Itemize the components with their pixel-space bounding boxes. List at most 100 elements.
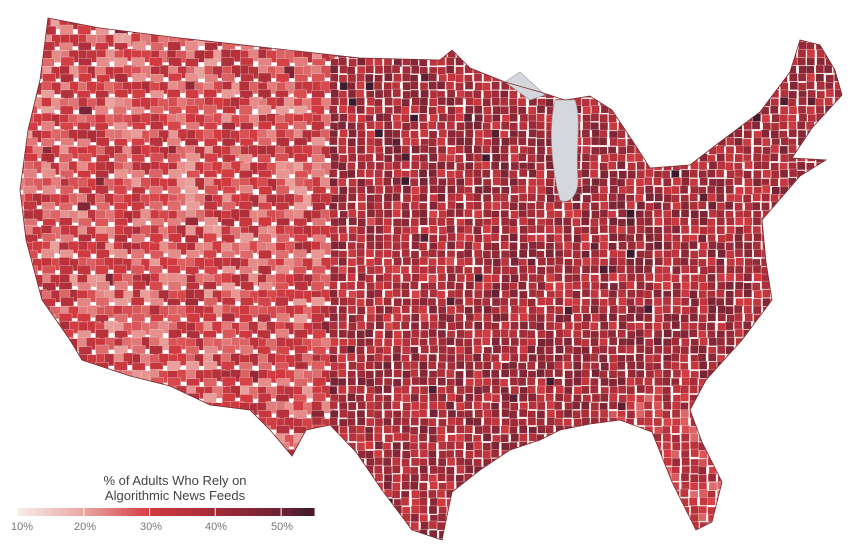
county-cell — [374, 289, 383, 298]
county-cell — [490, 233, 500, 242]
county-cell — [627, 361, 636, 370]
county-cell — [113, 18, 127, 23]
county-cell — [780, 466, 790, 476]
county-cell — [744, 369, 753, 378]
county-cell — [761, 442, 771, 452]
county-cell — [761, 433, 770, 442]
county-cell — [509, 464, 519, 474]
county-cell — [707, 73, 716, 82]
county-cell — [446, 57, 455, 66]
county-cell — [663, 186, 672, 195]
county-cell — [499, 378, 509, 388]
county-cell — [733, 112, 743, 122]
county-cell — [429, 409, 438, 418]
county-cell — [473, 176, 483, 186]
county-cell — [825, 74, 834, 83]
county-cell — [779, 178, 789, 187]
county-cell — [366, 401, 375, 411]
county-cell — [716, 26, 725, 35]
county-cell — [402, 370, 411, 379]
county-cell — [419, 361, 428, 370]
county-cell — [86, 369, 101, 382]
county-cell — [492, 201, 501, 211]
county-cell — [356, 338, 366, 347]
county-cell — [834, 18, 842, 27]
county-cell — [23, 465, 37, 478]
county-cell — [500, 193, 509, 202]
county-cell — [671, 169, 680, 179]
county-cell — [734, 394, 744, 403]
county-cell — [348, 464, 357, 474]
county-cell — [383, 465, 393, 475]
county-cell — [618, 114, 628, 123]
county-cell — [716, 98, 725, 107]
county-cell — [806, 217, 816, 226]
county-cell — [600, 426, 609, 435]
county-cell — [680, 49, 689, 58]
county-cell — [581, 161, 591, 170]
county-cell — [384, 265, 394, 274]
county-cell — [598, 305, 608, 315]
county-cell — [392, 378, 402, 388]
county-cell — [20, 321, 29, 334]
county-cell — [231, 434, 246, 447]
county-cell — [400, 129, 410, 139]
county-cell — [537, 297, 546, 306]
county-cell — [833, 434, 842, 443]
county-cell — [716, 409, 725, 419]
county-cell — [194, 401, 208, 414]
county-cell — [221, 25, 235, 38]
county-cell — [815, 250, 825, 259]
county-cell — [823, 474, 833, 484]
county-cell — [527, 25, 536, 34]
county-cell — [330, 256, 339, 266]
county-cell — [158, 418, 172, 431]
county-cell — [645, 33, 654, 42]
county-cell — [500, 162, 510, 171]
county-cell — [293, 466, 308, 479]
county-cell — [617, 250, 626, 259]
county-cell — [366, 130, 375, 139]
county-cell — [501, 225, 511, 235]
county-cell — [537, 50, 546, 60]
county-cell — [743, 58, 752, 67]
county-cell — [824, 330, 833, 339]
county-cell — [23, 329, 38, 342]
county-cell — [807, 89, 816, 99]
county-cell — [528, 401, 537, 410]
county-cell — [724, 33, 734, 43]
county-cell — [113, 433, 127, 447]
county-cell — [204, 458, 218, 471]
county-cell — [626, 472, 635, 482]
county-cell — [537, 266, 546, 275]
county-cell — [482, 122, 491, 131]
county-cell — [410, 201, 420, 210]
county-cell — [770, 409, 780, 419]
county-cell — [708, 121, 717, 130]
county-cell — [815, 345, 825, 355]
county-cell — [652, 474, 662, 483]
county-cell — [392, 352, 402, 362]
county-cell — [679, 113, 689, 123]
county-cell — [824, 114, 834, 123]
county-cell — [599, 354, 608, 363]
county-cell — [195, 450, 209, 463]
county-cell — [833, 233, 842, 243]
county-cell — [715, 297, 725, 307]
county-cell — [383, 272, 393, 282]
county-cell — [392, 449, 401, 459]
county-cell — [76, 384, 91, 398]
county-cell — [96, 449, 110, 462]
county-cell — [608, 161, 617, 170]
county-cell — [537, 329, 546, 339]
county-cell — [60, 426, 74, 439]
county-cell — [735, 25, 744, 34]
county-cell — [293, 442, 307, 455]
county-cell — [356, 385, 365, 394]
county-cell — [545, 202, 555, 211]
county-cell — [518, 265, 528, 274]
county-cell — [338, 137, 347, 146]
county-cell — [419, 193, 428, 202]
county-cell — [536, 104, 546, 114]
county-cell — [814, 169, 824, 178]
